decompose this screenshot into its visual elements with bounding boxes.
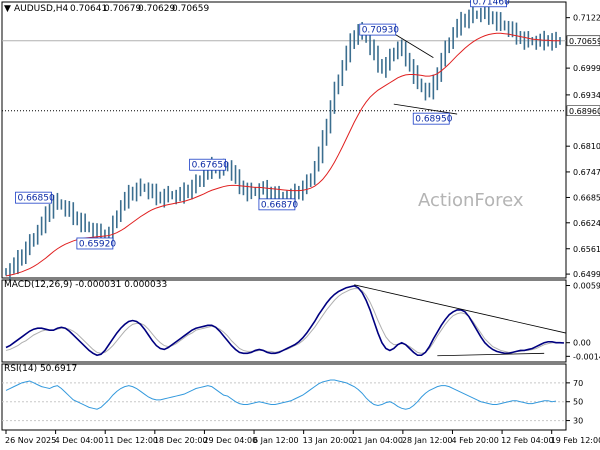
price-annotation-box bbox=[15, 191, 52, 204]
y-tick-label: 0.66855 bbox=[573, 193, 600, 202]
panel-frame bbox=[1, 363, 567, 431]
ohlc-open: 0.70641 bbox=[70, 4, 107, 14]
support-price-label: 0.68960 bbox=[569, 107, 600, 116]
support-price-tag bbox=[566, 105, 600, 117]
x-tick-label: 19 Feb 12:00 bbox=[551, 436, 600, 445]
price-annotation-box bbox=[470, 0, 508, 8]
price-annotation-box bbox=[258, 198, 296, 211]
ohlc-high: 0.70679 bbox=[104, 4, 141, 14]
current-price-tag bbox=[566, 35, 600, 47]
x-tick-label: 4 Dec 04:00 bbox=[55, 436, 104, 445]
price-annotation-box bbox=[76, 237, 114, 250]
price-annotation-label: 0.70930 bbox=[362, 26, 399, 36]
x-tick-label: 4 Feb 20:00 bbox=[451, 436, 498, 445]
y-tick-label: 0.69345 bbox=[573, 91, 600, 100]
y-tick-label: -0.001412 bbox=[573, 352, 600, 361]
y-tick-label: 70 bbox=[573, 379, 583, 388]
rsi-line bbox=[5, 379, 557, 410]
price-annotation-label: 0.65920 bbox=[79, 239, 116, 249]
x-tick-label: 29 Dec 04:00 bbox=[203, 436, 257, 445]
y-tick-label: 0.67475 bbox=[573, 168, 600, 177]
price-annotation-label: 0.68950 bbox=[415, 115, 452, 125]
macd-support-line bbox=[437, 352, 545, 357]
y-tick-label: 0.005928 bbox=[573, 282, 600, 291]
x-tick-label: 6 Jan 12:00 bbox=[253, 436, 299, 445]
x-tick-label: 13 Jan 20:00 bbox=[303, 436, 354, 445]
x-tick-label: 12 Feb 04:00 bbox=[501, 436, 553, 445]
ohlc-low: 0.70629 bbox=[138, 4, 175, 14]
macd-title: MACD(12,26,9) -0.000031 0.000033 bbox=[4, 280, 167, 290]
x-tick-label: 21 Jan 04:00 bbox=[352, 436, 403, 445]
y-tick-label: 0.00 bbox=[573, 339, 591, 348]
x-tick-label: 26 Nov 2025 bbox=[5, 436, 56, 445]
price-annotation-label: 0.71460 bbox=[473, 0, 510, 7]
y-tick-label: 50 bbox=[573, 398, 583, 407]
y-tick-label: 30 bbox=[573, 417, 583, 426]
panel-frame bbox=[1, 279, 567, 363]
price-annotation-label: 0.66850 bbox=[17, 194, 54, 204]
y-tick-label: 0.69995 bbox=[573, 64, 600, 73]
ohlc-close: 0.70659 bbox=[172, 4, 209, 14]
x-tick-label: 28 Jan 12:00 bbox=[402, 436, 453, 445]
panel-frame bbox=[1, 1, 567, 279]
price-annotation-label: 0.67650 bbox=[192, 161, 229, 171]
price-annotation-box bbox=[412, 112, 450, 125]
moving-average-line bbox=[5, 32, 560, 277]
price-annotation-box bbox=[189, 158, 227, 171]
y-tick-label: 0.64995 bbox=[573, 270, 600, 279]
x-tick-label: 18 Dec 20:00 bbox=[154, 436, 208, 445]
support-trendline bbox=[393, 103, 458, 115]
watermark: ActionForex bbox=[418, 190, 524, 211]
current-price-label: 0.70659 bbox=[569, 37, 600, 46]
price-annotation-box bbox=[359, 23, 397, 36]
macd-panel: 0.005928 0.00 -0.001412 bbox=[1, 279, 600, 363]
macd-divergence-line bbox=[354, 284, 567, 334]
x-tick-label: 11 Dec 12:00 bbox=[104, 436, 158, 445]
macd-line bbox=[5, 284, 565, 357]
rsi-title: RSI(14) 50.6917 bbox=[4, 364, 77, 374]
symbol-label: AUDUSD,H4 bbox=[14, 4, 69, 14]
rsi-panel: 70 50 30 bbox=[1, 363, 583, 431]
header-arrow-icon[interactable]: ▼ bbox=[4, 4, 11, 14]
price-annotation-label: 0.66870 bbox=[261, 200, 298, 210]
